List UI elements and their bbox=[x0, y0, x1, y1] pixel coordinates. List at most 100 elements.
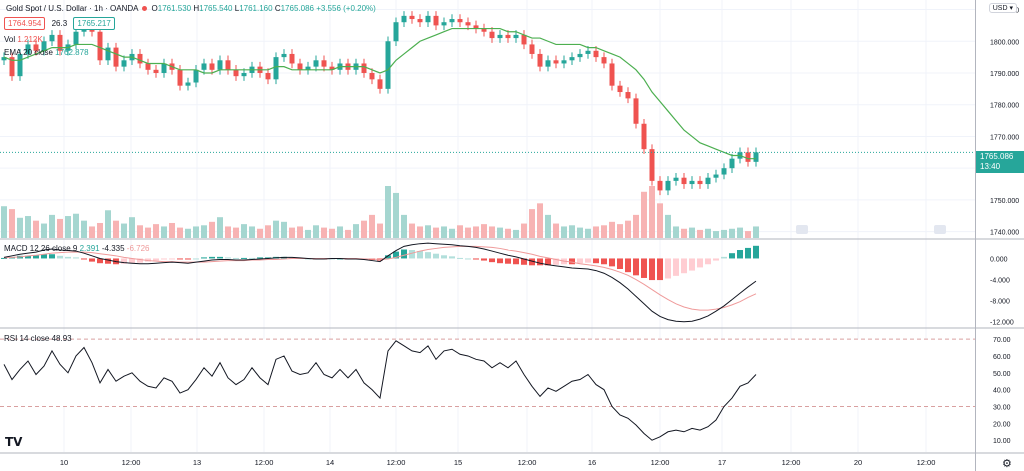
symbol-title[interactable]: Gold Spot / U.S. Dollar · 1h · OANDA O17… bbox=[6, 3, 376, 14]
volume-bar bbox=[513, 229, 519, 238]
price-axis-tick: 1790.000 bbox=[990, 71, 1019, 78]
currency-selector[interactable]: USD ▾ bbox=[988, 3, 1017, 13]
candle-body bbox=[241, 72, 247, 77]
macd-histogram-bar bbox=[121, 258, 127, 264]
candle-body bbox=[225, 60, 231, 70]
gear-icon[interactable]: ⚙ bbox=[1002, 458, 1012, 470]
macd-histogram-bar bbox=[225, 257, 231, 259]
volume-bar bbox=[649, 186, 655, 238]
volume-bar bbox=[217, 217, 223, 238]
macd-histogram-bar bbox=[457, 257, 463, 259]
volume-bar bbox=[185, 228, 191, 238]
macd-histogram-bar bbox=[41, 254, 47, 259]
candle-body bbox=[617, 85, 623, 93]
macd-histogram-bar bbox=[513, 258, 519, 265]
volume-bar bbox=[505, 228, 511, 238]
macd-legend[interactable]: MACD 12 26 close 9 2.391 -4.335 -6.726 bbox=[4, 243, 149, 254]
time-axis-tick: 20 bbox=[854, 458, 862, 467]
volume-bar bbox=[561, 226, 567, 238]
volume-bar bbox=[569, 225, 575, 238]
candle-body bbox=[449, 19, 455, 23]
price-axis-tick: 1800.000 bbox=[990, 39, 1019, 46]
candle-body bbox=[505, 34, 511, 39]
volume-bar bbox=[481, 224, 487, 238]
macd-histogram-bar bbox=[145, 258, 151, 262]
macd-histogram-bar bbox=[673, 258, 679, 276]
ohlc-open-value: 1761.530 bbox=[157, 4, 192, 13]
macd-histogram-bar bbox=[241, 257, 247, 259]
macd-histogram-bar bbox=[385, 255, 391, 259]
volume-bar bbox=[529, 209, 535, 238]
volume-bar bbox=[713, 231, 719, 238]
volume-bar bbox=[617, 224, 623, 238]
macd-axis-tick: 0.000 bbox=[990, 256, 1008, 263]
macd-line bbox=[3, 242, 757, 323]
candle-body bbox=[721, 168, 727, 175]
candle-body bbox=[161, 63, 167, 73]
volume-bar bbox=[641, 191, 647, 238]
candle-body bbox=[753, 152, 759, 162]
last-price-tag: 1765.086 13:40 bbox=[976, 151, 1024, 173]
macd-histogram-bar bbox=[537, 258, 543, 266]
flag-us-event-icon[interactable] bbox=[934, 225, 946, 234]
settings-icon[interactable] bbox=[142, 6, 148, 11]
time-axis-tick: 17 bbox=[718, 458, 726, 467]
volume-legend[interactable]: Vol 1.212K bbox=[4, 34, 43, 45]
buy-ask-button[interactable]: 1765.217 bbox=[73, 17, 115, 30]
candle-body bbox=[561, 60, 567, 64]
volume-bar bbox=[497, 227, 503, 238]
candle-body bbox=[633, 98, 639, 124]
macd-label: MACD 12 26 close 9 bbox=[4, 244, 78, 253]
macd-hist-value: 2.391 bbox=[79, 244, 100, 253]
volume-bar bbox=[313, 225, 319, 238]
rsi-legend[interactable]: RSI 14 close 48.93 bbox=[4, 333, 72, 344]
macd-histogram-bar bbox=[393, 251, 399, 259]
macd-histogram-bar bbox=[249, 257, 255, 259]
volume-bar bbox=[297, 226, 303, 238]
volume-bar bbox=[1, 206, 7, 238]
volume-bar bbox=[9, 209, 15, 238]
rsi-axis-tick: 20.00 bbox=[993, 421, 1011, 428]
macd-histogram-bar bbox=[481, 258, 487, 261]
candle-body bbox=[601, 57, 607, 64]
ohlc-close-label: C bbox=[274, 4, 281, 13]
macd-histogram-bar bbox=[217, 256, 223, 259]
macd-histogram-bar bbox=[1, 257, 7, 259]
candle-body bbox=[537, 53, 543, 67]
macd-histogram-bar bbox=[473, 258, 479, 260]
macd-histogram-bar bbox=[569, 258, 575, 265]
candle-body bbox=[665, 180, 671, 191]
candle-body bbox=[297, 63, 303, 70]
volume-bar bbox=[553, 223, 559, 238]
time-axis-tick: 12:00 bbox=[255, 458, 274, 467]
rsi-axis-tick: 60.00 bbox=[993, 354, 1011, 361]
macd-histogram-bar bbox=[153, 258, 159, 261]
volume-bar bbox=[153, 224, 159, 238]
volume-bar bbox=[737, 227, 743, 238]
candle-body bbox=[521, 34, 527, 45]
macd-histogram-bar bbox=[25, 255, 31, 259]
price-axis-tick: 1750.000 bbox=[990, 198, 1019, 205]
candle-body bbox=[209, 63, 215, 70]
volume-bar bbox=[385, 186, 391, 238]
price-axis-tick: 1740.000 bbox=[990, 230, 1019, 237]
candle-body bbox=[57, 34, 63, 51]
candle-body bbox=[545, 60, 551, 67]
macd-histogram-bar bbox=[401, 249, 407, 259]
candle-body bbox=[457, 19, 463, 23]
candle-body bbox=[49, 34, 55, 42]
candle-body bbox=[193, 69, 199, 83]
flag-us-event-icon[interactable] bbox=[796, 225, 808, 234]
volume-bar bbox=[105, 210, 111, 238]
macd-histogram-bar bbox=[497, 258, 503, 264]
candle-body bbox=[417, 19, 423, 23]
candle-body bbox=[1, 57, 7, 61]
ema-legend[interactable]: EMA 20 close 1762.878 bbox=[4, 47, 89, 58]
sell-bid-button[interactable]: 1764.954 bbox=[4, 17, 46, 30]
candle-body bbox=[73, 31, 79, 45]
macd-histogram-bar bbox=[593, 258, 599, 264]
candle-body bbox=[17, 53, 23, 77]
candle-body bbox=[729, 158, 735, 169]
macd-histogram-bar bbox=[753, 245, 759, 259]
